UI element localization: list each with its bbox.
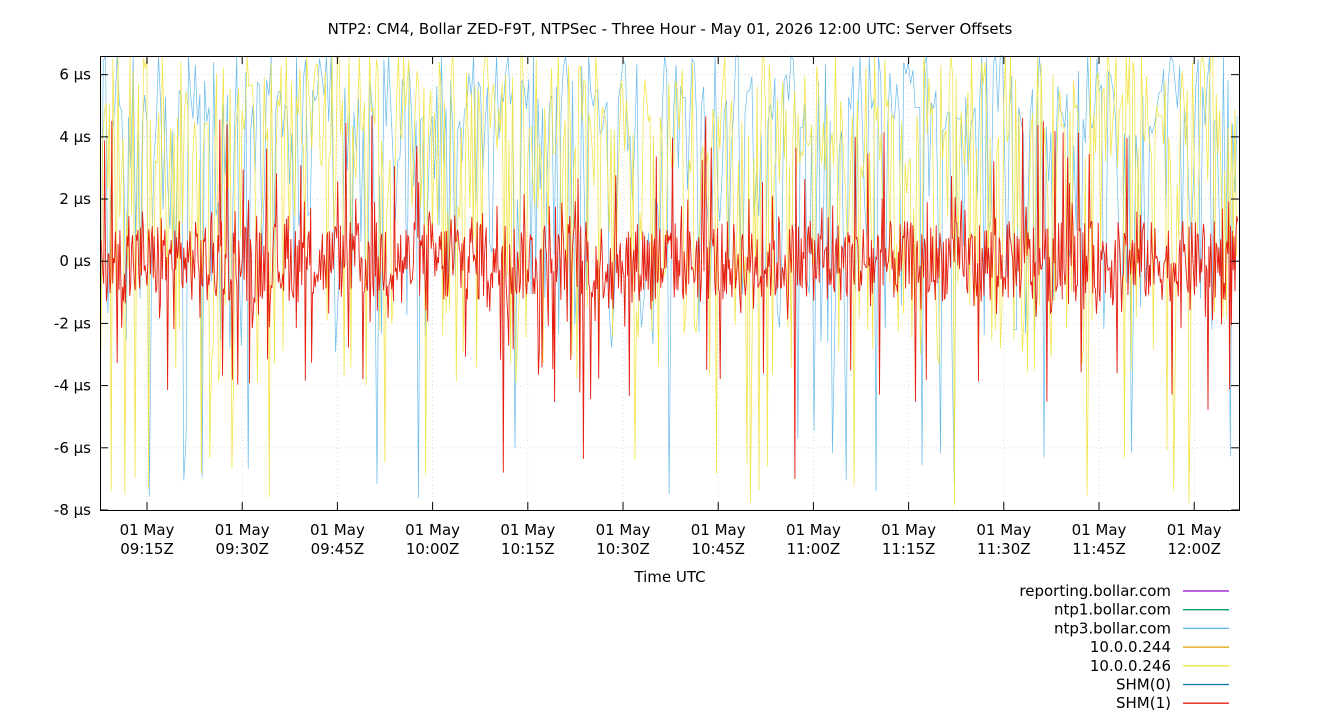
y-tick-label: -2 µs — [54, 314, 91, 332]
series-line-shm-1- — [100, 115, 1239, 480]
x-tick-time: 12:00Z — [1167, 540, 1221, 558]
data-series-layer — [100, 54, 1239, 506]
x-tick-date: 01 May — [976, 521, 1031, 539]
legend-label: ntp3.bollar.com — [1054, 619, 1171, 637]
legend-label: SHM(0) — [1116, 676, 1171, 694]
x-tick-time: 09:30Z — [215, 540, 269, 558]
series-line-ntp3-bollar-com — [100, 54, 1238, 499]
x-tick-time: 11:30Z — [977, 540, 1031, 558]
x-tick-date: 01 May — [1167, 521, 1222, 539]
y-axis-labels: 6 µs 4 µs 2 µs 0 µs -2 µs -4 µs -6 µs -8 µs — [54, 66, 91, 519]
legend: reporting.bollar.comntp1.bollar.comntp3.… — [1019, 582, 1229, 712]
x-tick-date: 01 May — [215, 521, 270, 539]
x-tick-time: 09:15Z — [120, 540, 174, 558]
x-tick-time: 11:00Z — [787, 540, 841, 558]
x-tick-time: 10:00Z — [406, 540, 460, 558]
x-tick-date: 01 May — [881, 521, 936, 539]
y-tick-label: -4 µs — [54, 377, 91, 395]
x-tick-time: 10:45Z — [691, 540, 745, 558]
plot-border — [100, 56, 1240, 511]
x-tick-date: 01 May — [691, 521, 746, 539]
y-tick-label: 6 µs — [59, 66, 91, 84]
legend-label: 10.0.0.246 — [1090, 657, 1171, 675]
x-tick-time: 09:45Z — [311, 540, 365, 558]
chart-title: NTP2: CM4, Bollar ZED-F9T, NTPSec - Thre… — [328, 20, 1013, 38]
legend-label: 10.0.0.244 — [1090, 638, 1171, 656]
y-tick-label: -8 µs — [54, 501, 91, 519]
legend-label: reporting.bollar.com — [1019, 582, 1171, 600]
legend-label: SHM(1) — [1116, 694, 1171, 712]
x-tick-date: 01 May — [405, 521, 460, 539]
x-tick-time: 11:15Z — [882, 540, 936, 558]
x-tick-date: 01 May — [786, 521, 841, 539]
x-tick-date: 01 May — [1072, 521, 1127, 539]
y-tick-label: 2 µs — [59, 190, 91, 208]
x-tick-date: 01 May — [310, 521, 365, 539]
y-tick-label: 4 µs — [59, 128, 91, 146]
x-tick-date: 01 May — [596, 521, 651, 539]
x-tick-date: 01 May — [500, 521, 555, 539]
legend-label: ntp1.bollar.com — [1054, 601, 1171, 619]
axis-ticks — [100, 56, 1239, 511]
x-tick-time: 11:45Z — [1072, 540, 1126, 558]
x-axis-title: Time UTC — [633, 568, 705, 586]
series-line-10-0-0-246 — [100, 55, 1237, 506]
y-tick-label: 0 µs — [59, 252, 91, 270]
x-tick-time: 10:15Z — [501, 540, 555, 558]
x-tick-time: 10:30Z — [596, 540, 650, 558]
y-tick-label: -6 µs — [54, 439, 91, 457]
x-tick-date: 01 May — [120, 521, 175, 539]
